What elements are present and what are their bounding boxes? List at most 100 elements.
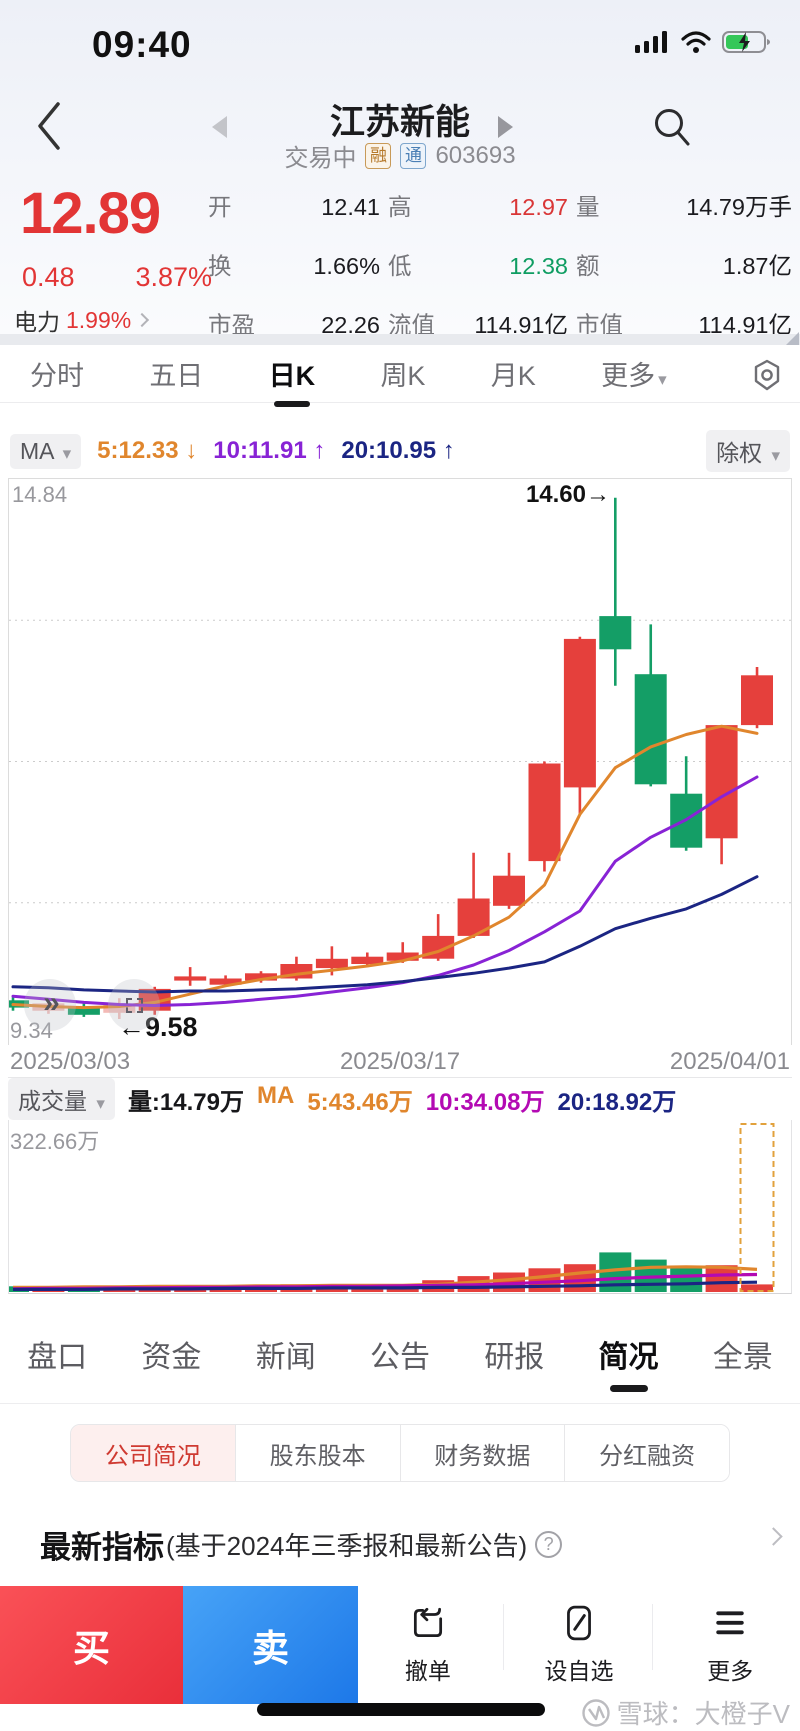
price-change: 0.48 xyxy=(22,262,75,292)
section-tab-公告[interactable]: 公告 xyxy=(369,1340,430,1374)
subtab-公司简况[interactable]: 公司简况 xyxy=(71,1425,236,1481)
stat-label: 高 xyxy=(388,194,412,220)
latest-indicator-row[interactable]: 最新指标 (基于2024年三季报和最新公告) ? xyxy=(40,1522,783,1567)
status-time: 09:40 xyxy=(92,24,192,65)
active-tab-underline xyxy=(609,1384,648,1392)
chevron-right-icon xyxy=(135,312,150,328)
stock-code: 603693 xyxy=(435,141,516,169)
volume-selector-button[interactable]: 成交量 ▾ xyxy=(8,1078,115,1120)
candle-body xyxy=(705,725,738,839)
price-change-row: 0.48 3.87% xyxy=(22,262,212,293)
section-tab-资金[interactable]: 资金 xyxy=(141,1340,202,1374)
date-axis-mid: 2025/03/17 xyxy=(339,1047,461,1075)
sector-link[interactable]: 电力 1.99% xyxy=(14,303,150,337)
date-axis-end: 2025/04/01 xyxy=(669,1047,790,1075)
trading-status: 交易中 xyxy=(284,145,357,172)
indicator-subtitle: (基于2024年三季报和最新公告) xyxy=(166,1531,528,1561)
add-watchlist-icon xyxy=(560,1604,598,1647)
search-icon[interactable] xyxy=(652,106,692,153)
stock-subheader: 交易中 融 通 603693 xyxy=(0,138,800,173)
stat-value: 12.41 xyxy=(321,194,380,220)
xueqiu-logo-icon xyxy=(581,1698,610,1727)
help-icon[interactable]: ? xyxy=(535,1531,563,1558)
current-volume-label: 量:14.79万 xyxy=(127,1088,244,1116)
section-tab-bar: 盘口 资金 新闻 公告 研报 简况 全景 xyxy=(0,1304,800,1404)
quote-stats-grid: 开 12.41 高 12.97 量 14.79万手换 1.66% 低 12.38 额 1.87亿 市盈… xyxy=(208,188,792,367)
volume-ma-values: MA 5:43.46万 10:34.08万 20:18.92万 xyxy=(257,1082,676,1117)
stat-label: 额 xyxy=(576,253,600,279)
subtab-分红融资[interactable]: 分红融资 xyxy=(565,1425,729,1481)
status-icons xyxy=(634,30,772,59)
home-indicator[interactable] xyxy=(257,1703,545,1716)
candle-body xyxy=(245,973,277,981)
tool-撤单[interactable]: 撤单 xyxy=(405,1604,451,1686)
tool-设自选[interactable]: 设自选 xyxy=(544,1604,613,1686)
tool-label: 设自选 xyxy=(544,1658,614,1684)
tool-label: 更多 xyxy=(707,1658,754,1684)
candle-body xyxy=(386,952,419,961)
stat-value: 12.97 xyxy=(509,194,568,220)
volume-bar xyxy=(563,1264,596,1292)
candle-body xyxy=(351,956,384,964)
subtab-股东股本[interactable]: 股东股本 xyxy=(235,1425,401,1481)
chevron-right-icon xyxy=(764,1527,783,1546)
ma-values: 5:12.33 ↓ 10:11.91 ↑ 20:10.95 ↑ xyxy=(97,437,455,465)
high-price-annotation: 14.60→ xyxy=(525,481,610,508)
chart-settings-icon[interactable] xyxy=(750,358,784,397)
divider xyxy=(503,1604,504,1670)
stat-value: 1.66% xyxy=(313,253,380,279)
sector-change-pct: 1.99% xyxy=(66,306,132,333)
section-tab-盘口[interactable]: 盘口 xyxy=(27,1340,88,1374)
double-chevron-icon: » xyxy=(43,986,60,1019)
tab-月K[interactable]: 月K xyxy=(490,361,536,391)
section-tab-新闻[interactable]: 新闻 xyxy=(255,1340,316,1374)
volume-bar xyxy=(705,1265,738,1292)
cellular-signal-icon xyxy=(634,30,670,59)
tab-分时[interactable]: 分时 xyxy=(30,361,84,391)
ma-line-MA10 xyxy=(11,775,759,1007)
cancel-order-icon xyxy=(409,1604,447,1647)
section-tab-简况[interactable]: 简况 xyxy=(599,1332,659,1392)
candle-body xyxy=(634,674,667,785)
ma-value: 5:12.33 ↓ xyxy=(97,437,198,464)
ma-value: 10:11.91 ↑ xyxy=(213,437,326,464)
buy-button[interactable]: 买 xyxy=(0,1586,183,1704)
subtab-财务数据[interactable]: 财务数据 xyxy=(400,1425,566,1481)
stock-title: 江苏新能 xyxy=(329,103,470,142)
date-axis: 2025/03/03 2025/03/17 2025/04/01 xyxy=(8,1046,792,1078)
volume-ma-value: 10:34.08万 xyxy=(425,1088,545,1116)
volume-chart[interactable] xyxy=(0,1120,792,1294)
candle-body xyxy=(209,978,242,985)
price-axis-min-label: 9.34 xyxy=(10,1018,53,1043)
section-tab-研报[interactable]: 研报 xyxy=(484,1340,545,1374)
next-stock-icon[interactable] xyxy=(498,116,513,138)
profile-subtab-bar: 公司简况 股东股本 财务数据 分红融资 xyxy=(70,1424,730,1482)
section-tab-全景[interactable]: 全景 xyxy=(712,1340,773,1374)
sell-button[interactable]: 卖 xyxy=(183,1586,358,1704)
kline-chart[interactable] xyxy=(8,478,793,1045)
prev-stock-icon[interactable] xyxy=(212,116,227,138)
ma-selector-button[interactable]: MA ▾ xyxy=(10,433,82,469)
ma-line-MA20 xyxy=(11,875,759,994)
tab-五日[interactable]: 五日 xyxy=(149,361,204,391)
volume-bar xyxy=(741,1284,773,1292)
frame-select-button[interactable] xyxy=(108,979,160,1031)
stat-label: 换 xyxy=(208,253,232,279)
tab-周K[interactable]: 周K xyxy=(380,361,426,391)
tab-更多[interactable]: 更多 ▾ xyxy=(601,361,667,391)
back-button[interactable] xyxy=(34,100,64,157)
candle-body xyxy=(103,1004,136,1013)
chevron-down-icon: ▾ xyxy=(658,370,667,389)
sector-name: 电力 xyxy=(14,309,60,335)
tool-更多[interactable]: 更多 xyxy=(707,1604,753,1686)
expand-drawer-button[interactable]: » xyxy=(24,979,76,1031)
divider xyxy=(652,1604,653,1670)
resize-corner-icon[interactable] xyxy=(785,332,799,346)
candle-body xyxy=(528,763,561,862)
ex-rights-button[interactable]: 除权 ▾ xyxy=(706,430,790,472)
volume-legend-bar: 成交量 ▾ 量:14.79万 MA 5:43.46万 10:34.08万 20:18.… xyxy=(0,1078,800,1120)
indicator-title: 最新指标 xyxy=(40,1530,164,1565)
stat-value: 22.26 xyxy=(321,312,380,338)
tab-日K[interactable]: 日K xyxy=(267,348,318,407)
